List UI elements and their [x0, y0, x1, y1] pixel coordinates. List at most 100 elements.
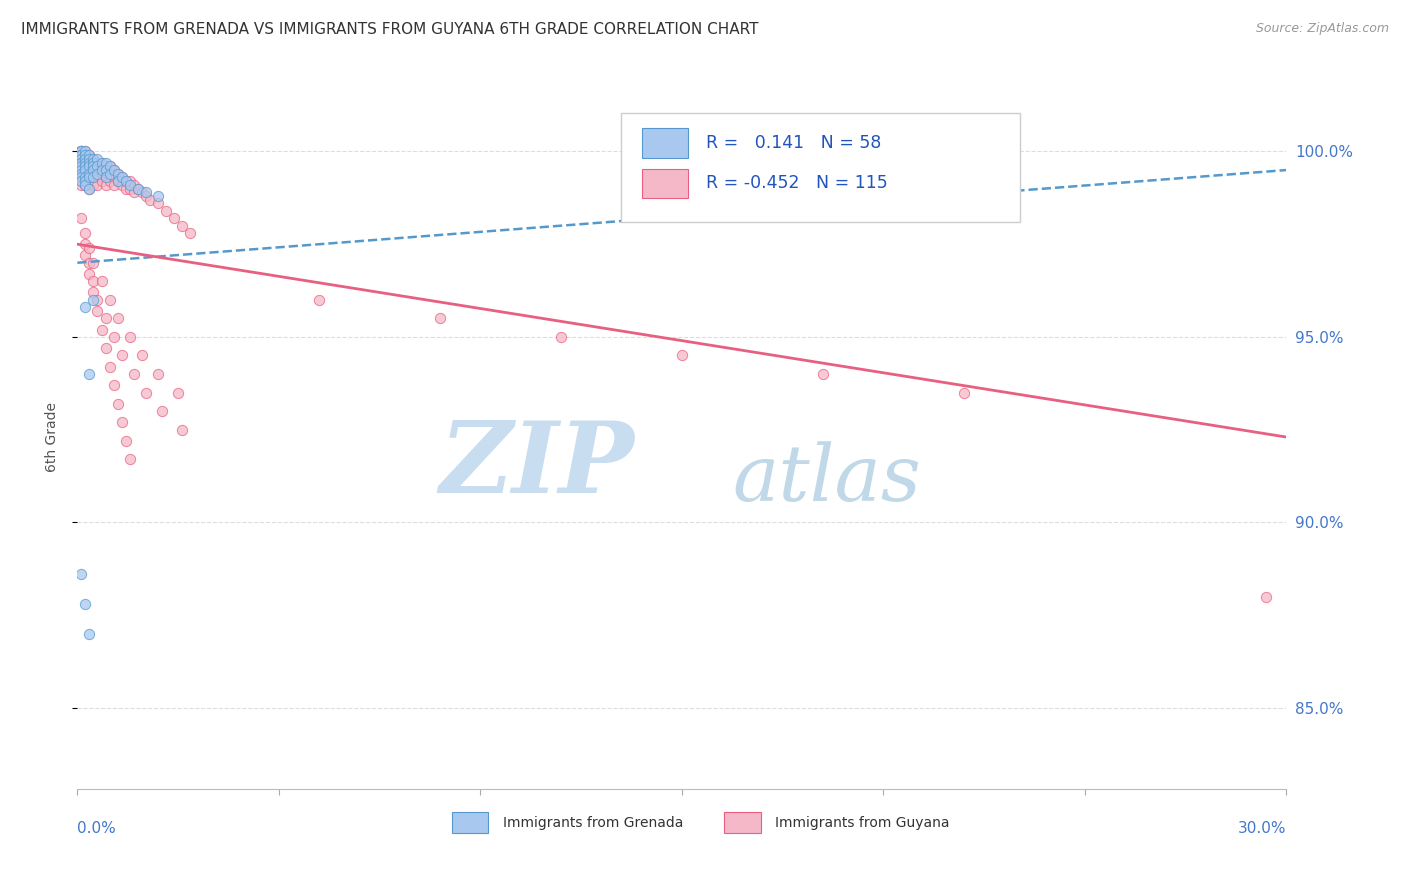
- Point: [70, 155, 93, 169]
- Point: [122, 186, 145, 200]
- Point: [122, 178, 145, 192]
- Point: [70, 155, 93, 169]
- Point: [118, 330, 141, 344]
- Point: [118, 452, 141, 467]
- Point: [79, 170, 101, 185]
- Point: [82, 293, 104, 307]
- Point: [70, 148, 93, 162]
- Text: ZIP: ZIP: [439, 417, 634, 514]
- Point: [82, 274, 104, 288]
- Point: [75, 148, 97, 162]
- Point: [94, 155, 117, 169]
- Point: [82, 285, 104, 300]
- Point: [86, 163, 108, 178]
- Point: [70, 145, 93, 159]
- Point: [90, 174, 112, 188]
- Point: [90, 167, 112, 181]
- Bar: [453, 812, 488, 833]
- Point: [79, 181, 101, 195]
- Point: [75, 163, 97, 178]
- Point: [70, 174, 93, 188]
- Point: [82, 163, 104, 178]
- Point: [79, 155, 101, 169]
- Point: [107, 397, 129, 411]
- Point: [429, 311, 451, 326]
- Point: [79, 267, 101, 281]
- Text: 30.0%: 30.0%: [1239, 822, 1286, 836]
- Point: [79, 152, 101, 166]
- Point: [131, 349, 153, 363]
- Point: [70, 170, 93, 185]
- Point: [79, 159, 101, 173]
- Point: [103, 163, 125, 178]
- Point: [90, 159, 112, 173]
- Point: [114, 174, 136, 188]
- Point: [86, 159, 108, 173]
- Text: atlas: atlas: [733, 442, 921, 517]
- Point: [114, 181, 136, 195]
- Point: [70, 152, 93, 166]
- Point: [79, 159, 101, 173]
- Point: [98, 293, 121, 307]
- Point: [82, 178, 104, 192]
- Point: [86, 152, 108, 166]
- Point: [172, 423, 194, 437]
- Point: [75, 155, 97, 169]
- Point: [146, 367, 169, 381]
- Point: [111, 349, 134, 363]
- Point: [155, 203, 177, 218]
- Point: [179, 226, 201, 240]
- Point: [131, 186, 153, 200]
- Point: [75, 300, 97, 314]
- Point: [122, 367, 145, 381]
- Point: [172, 219, 194, 233]
- Point: [75, 159, 97, 173]
- Point: [70, 567, 93, 582]
- Point: [75, 170, 97, 185]
- Text: Immigrants from Grenada: Immigrants from Grenada: [503, 815, 683, 830]
- Point: [75, 174, 97, 188]
- Point: [75, 178, 97, 192]
- Point: [103, 330, 125, 344]
- Point: [75, 145, 97, 159]
- Point: [70, 145, 93, 159]
- Point: [90, 155, 112, 169]
- Point: [75, 155, 97, 169]
- Point: [75, 148, 97, 162]
- Point: [98, 167, 121, 181]
- Point: [953, 385, 976, 400]
- Point: [308, 293, 330, 307]
- Point: [90, 274, 112, 288]
- Point: [107, 174, 129, 188]
- Point: [94, 159, 117, 173]
- Point: [103, 170, 125, 185]
- Point: [94, 163, 117, 178]
- Point: [70, 174, 93, 188]
- Point: [86, 170, 108, 185]
- Point: [70, 170, 93, 185]
- Text: R = -0.452   N = 115: R = -0.452 N = 115: [706, 175, 887, 193]
- Point: [127, 181, 149, 195]
- Point: [86, 167, 108, 181]
- Point: [82, 159, 104, 173]
- Point: [70, 163, 93, 178]
- Point: [94, 311, 117, 326]
- Point: [90, 163, 112, 178]
- Point: [139, 193, 162, 207]
- Point: [75, 152, 97, 166]
- Point: [79, 256, 101, 270]
- Point: [79, 181, 101, 195]
- Point: [75, 170, 97, 185]
- Point: [90, 322, 112, 336]
- Text: Immigrants from Guyana: Immigrants from Guyana: [775, 815, 949, 830]
- Point: [70, 211, 93, 226]
- Point: [86, 293, 108, 307]
- Point: [79, 167, 101, 181]
- Point: [79, 241, 101, 255]
- Point: [82, 155, 104, 169]
- Point: [75, 178, 97, 192]
- Point: [82, 170, 104, 185]
- Point: [70, 145, 93, 159]
- Point: [90, 155, 112, 169]
- Bar: [643, 169, 688, 198]
